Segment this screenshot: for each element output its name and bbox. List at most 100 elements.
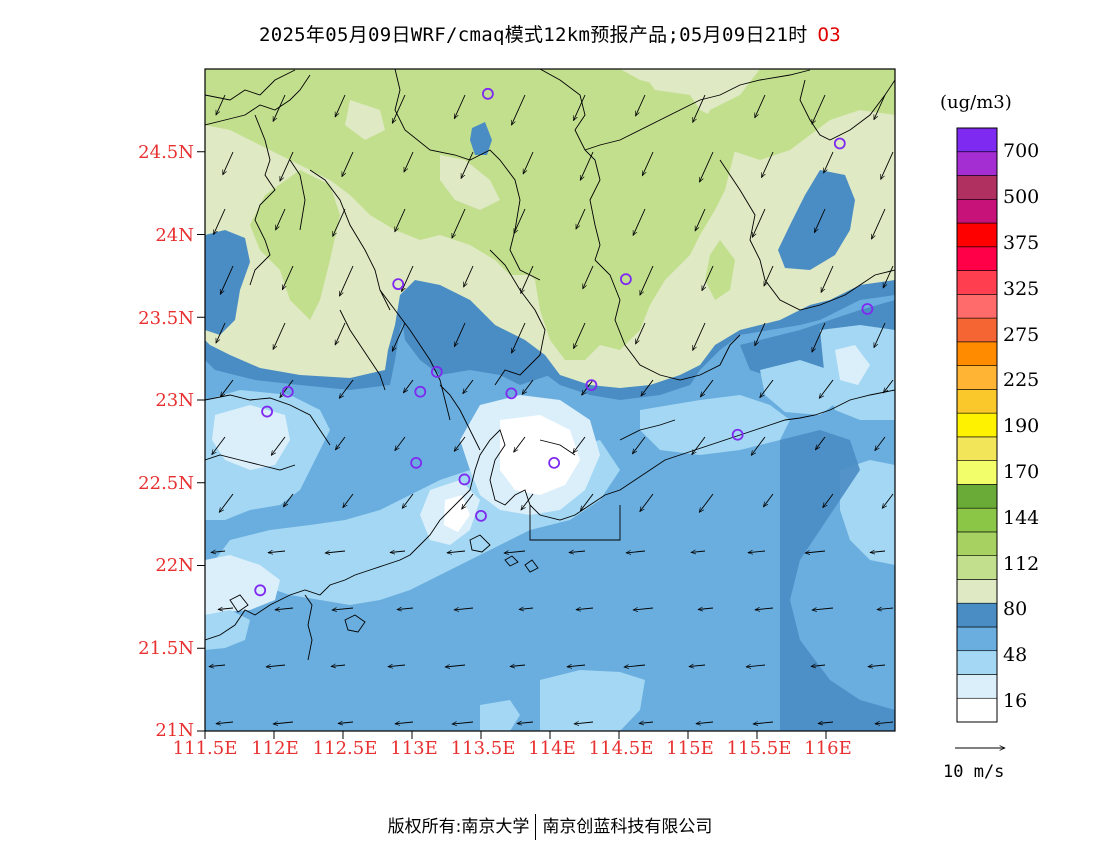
colorbar-label: 275 — [1003, 324, 1040, 346]
colorbar-label: 48 — [1003, 644, 1028, 666]
wind-arrow — [271, 436, 286, 455]
colorbar-label: 190 — [1003, 415, 1040, 437]
wind-arrow — [579, 151, 594, 180]
wind-arrow — [332, 608, 354, 610]
wind-arrow — [275, 608, 294, 610]
wind-arrow — [213, 208, 226, 235]
wind-arrow — [343, 493, 354, 508]
wind-arrow — [639, 722, 654, 723]
colorbar-segment — [956, 294, 998, 319]
site-marker — [861, 303, 874, 315]
wind-arrow — [390, 551, 406, 552]
wind-arrow — [582, 265, 594, 289]
wind-arrow — [454, 436, 466, 451]
colorbar-segment — [956, 341, 998, 366]
map-title: 2025年05月09日WRF/cmaq模式12km预报产品;05月09日21时 O… — [0, 20, 1100, 47]
wind-arrow — [445, 665, 466, 667]
colorbar-label: 325 — [1003, 278, 1040, 300]
wind-arrow — [641, 379, 654, 396]
wind-arrow — [219, 265, 234, 294]
wind-arrow — [268, 551, 286, 553]
wind-arrow — [451, 208, 466, 238]
site-marker — [410, 456, 423, 469]
colorbar-segment — [956, 270, 998, 295]
footer-divider — [535, 814, 537, 840]
wind-arrow — [215, 322, 226, 343]
wind-arrow — [339, 379, 354, 398]
colorbar-frame — [956, 127, 998, 723]
wind-arrow — [877, 608, 894, 610]
wind-arrow — [463, 265, 474, 287]
wind-arrow — [573, 322, 586, 349]
colorbar-segment — [956, 317, 998, 343]
wind-arrow — [819, 379, 834, 398]
wind-arrow — [761, 151, 774, 178]
wind-arrow — [453, 94, 466, 119]
wind-arrow — [811, 665, 826, 666]
wind-arrow — [755, 608, 774, 610]
wind-arrow — [882, 265, 894, 288]
wind-arrow — [763, 493, 774, 507]
wind-arrow — [805, 551, 826, 553]
wind-arrow — [462, 493, 474, 509]
wind-arrow — [453, 322, 466, 347]
wind-arrow — [763, 265, 774, 286]
wind-arrow — [689, 665, 706, 667]
wind-arrow — [699, 151, 714, 182]
units-label: (ug/m3) — [940, 92, 1012, 113]
colorbar-segment — [956, 127, 998, 153]
wind-arrow — [813, 208, 826, 233]
wind-arrow — [395, 436, 406, 451]
colorbar-segment — [956, 389, 998, 414]
wind-arrow — [447, 551, 466, 553]
wind-arrow — [395, 722, 414, 724]
wind-arrow — [279, 151, 294, 181]
lon-tick: 113E — [390, 738, 438, 759]
wind-arrow — [635, 322, 646, 344]
colorbar-label: 112 — [1003, 553, 1040, 575]
site-marker — [505, 387, 518, 400]
lat-tick: 23N — [155, 390, 194, 411]
wind-arrow — [815, 436, 826, 450]
lat-tick: 24.5N — [138, 142, 194, 163]
wind-arrow — [522, 379, 534, 394]
lon-tick: 115E — [666, 738, 714, 759]
lon-tick: 112E — [251, 738, 299, 759]
wind-arrow — [573, 436, 586, 453]
wind-arrow — [641, 151, 654, 176]
footer: 版权所有:南京大学 南京创蓝科技有限公司 — [0, 812, 1100, 840]
colorbar-segment — [956, 460, 998, 485]
colorbar-label: 375 — [1003, 232, 1040, 254]
wind-arrow — [331, 665, 346, 666]
colorbar-segment — [956, 436, 998, 461]
wind-arrow — [211, 551, 226, 552]
wind-arrow — [575, 208, 586, 229]
wind-arrow — [334, 322, 346, 345]
wind-arrow — [882, 493, 894, 508]
wind-arrow — [699, 493, 714, 512]
colorbar-segment — [956, 198, 998, 224]
wind-arrow — [700, 379, 714, 397]
footer-copyright: 版权所有:南京大学 — [387, 817, 530, 837]
colorbar-label: 16 — [1003, 690, 1028, 712]
wind-arrow — [335, 436, 346, 450]
wind-arrow — [272, 322, 286, 349]
wind-arrow — [875, 436, 886, 451]
lat-tick: 21.5N — [138, 638, 194, 659]
colorbar-segment — [956, 697, 998, 723]
wind-arrow — [751, 436, 766, 455]
site-marker — [261, 405, 274, 418]
wind-arrow — [338, 722, 354, 723]
wind-arrow — [754, 94, 766, 118]
wind-arrow — [696, 722, 714, 724]
wind-arrow — [341, 151, 354, 177]
colorbar-label: 80 — [1003, 598, 1028, 620]
wind-arrow — [746, 665, 766, 667]
wind-arrow — [220, 379, 234, 397]
wind-arrow — [567, 665, 586, 667]
lat-tick: 23.5N — [138, 308, 194, 329]
wind-arrow — [522, 151, 534, 174]
colorbar-segment — [956, 175, 998, 200]
wind-arrow — [751, 208, 766, 237]
wind-arrow — [692, 322, 706, 350]
